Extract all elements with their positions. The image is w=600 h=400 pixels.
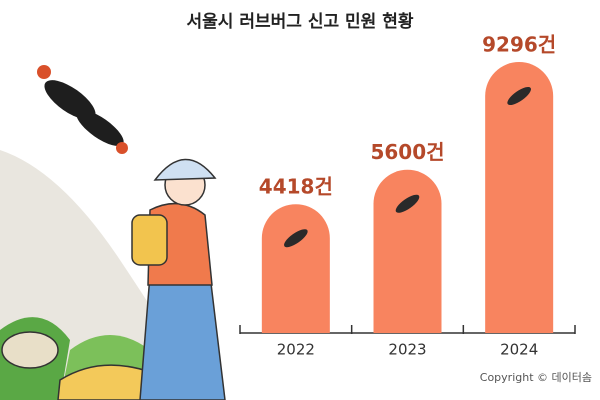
chart-title: 서울시 러브버그 신고 민원 현황 — [187, 12, 414, 32]
bug-head — [116, 142, 128, 154]
rock — [1, 331, 59, 369]
bar-bug — [284, 229, 308, 248]
value-label: 4418건 — [259, 175, 333, 199]
bug — [76, 109, 124, 147]
x-tick-label: 2022 — [277, 341, 315, 359]
pants — [139, 274, 226, 400]
bar-bug — [395, 194, 420, 213]
bug — [44, 80, 96, 120]
bug-head — [37, 65, 51, 79]
x-tick-label: 2023 — [388, 341, 426, 359]
value-label: 9296건 — [482, 33, 556, 57]
x-tick-label: 2024 — [500, 341, 538, 359]
copyright: Copyright © 데이터솜 — [480, 371, 592, 384]
bar — [485, 61, 554, 333]
hat — [153, 158, 217, 181]
backpack — [131, 214, 168, 266]
illustration — [0, 65, 226, 400]
bar — [261, 204, 330, 333]
bar — [373, 169, 442, 333]
value-label: 5600건 — [370, 140, 444, 164]
bar-bug — [507, 86, 531, 106]
